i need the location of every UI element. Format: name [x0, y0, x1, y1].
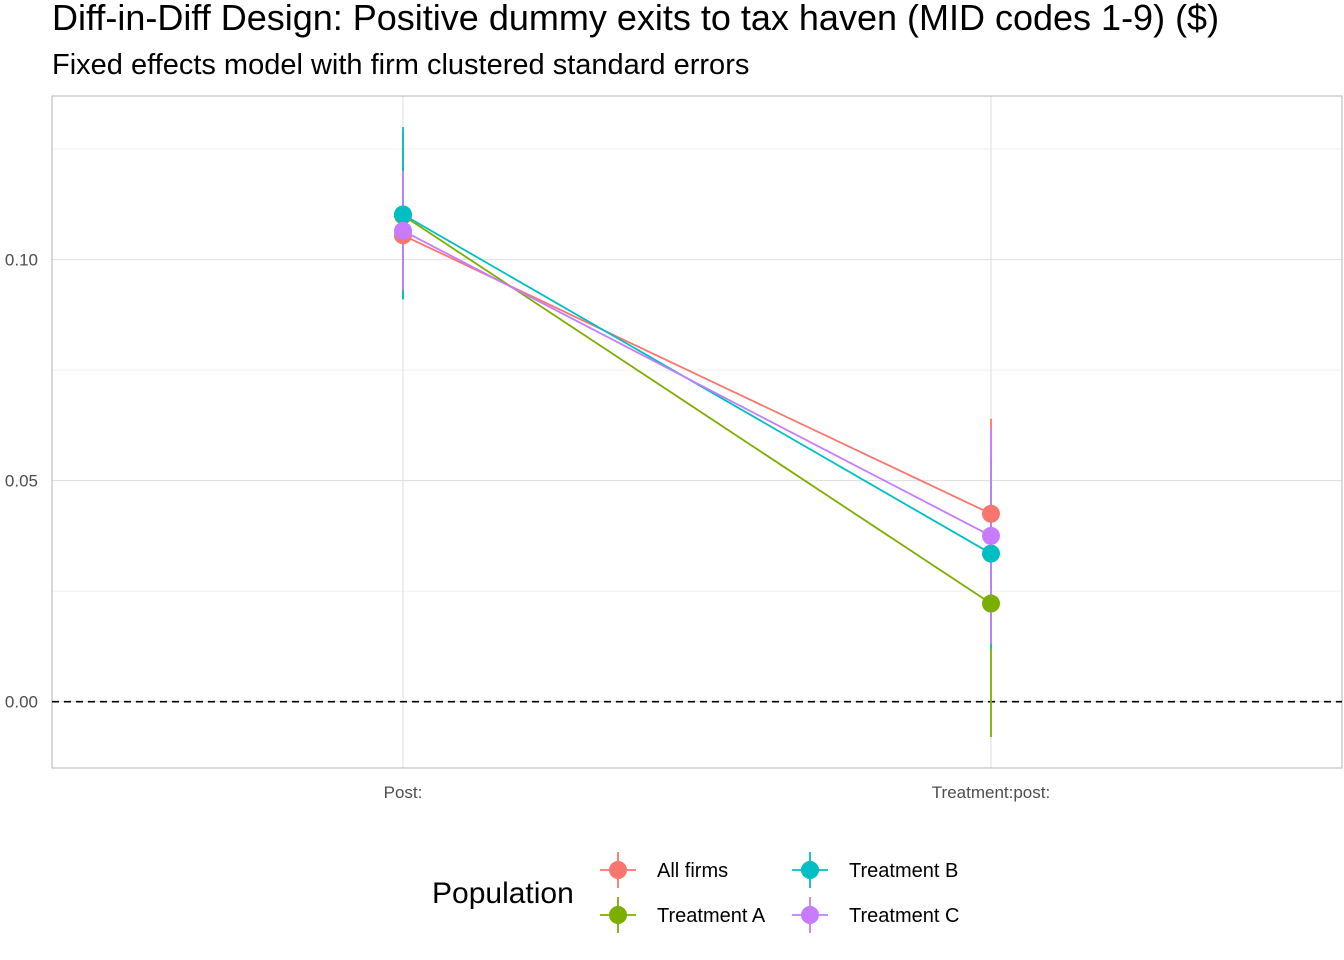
legend-key-point [609, 906, 627, 924]
series-line-treatment-c [403, 231, 991, 536]
y-tick-label: 0.05 [5, 472, 38, 491]
legend-item-treatment-a: Treatment A [600, 897, 766, 933]
point-treatment-c [982, 527, 1000, 545]
legend-item-treatment-c: Treatment C [792, 897, 959, 933]
legend-item-treatment-b: Treatment B [792, 852, 958, 888]
legend-label: All firms [657, 860, 728, 882]
y-tick-label: 0.10 [5, 251, 38, 270]
panel-border [52, 96, 1342, 768]
chart-title: Diff-in-Diff Design: Positive dummy exit… [52, 0, 1219, 38]
legend-key-point [609, 861, 627, 879]
series-line-treatment-a [403, 215, 991, 603]
legend-label: Treatment C [849, 905, 959, 927]
chart-subtitle: Fixed effects model with firm clustered … [52, 49, 749, 81]
point-treatment-b [982, 545, 1000, 563]
x-tick-label: Treatment:post: [932, 783, 1050, 802]
legend-title: Population [432, 877, 574, 910]
legend: Population All firms Treatment A Treatment… [432, 852, 959, 933]
point-all-firms [982, 505, 1000, 523]
point-treatment-a [982, 595, 1000, 613]
point-treatment-c [394, 222, 412, 240]
point-treatment-b [394, 205, 412, 223]
legend-label: Treatment A [657, 905, 766, 927]
legend-key-point [801, 906, 819, 924]
y-tick-label: 0.00 [5, 693, 38, 712]
x-tick-label: Post: [384, 783, 423, 802]
legend-label: Treatment B [849, 860, 958, 882]
legend-item-all-firms: All firms [600, 852, 728, 888]
legend-key-point [801, 861, 819, 879]
plot-area: 0.00 0.05 0.10 Post: Treatment:post: [5, 96, 1342, 802]
